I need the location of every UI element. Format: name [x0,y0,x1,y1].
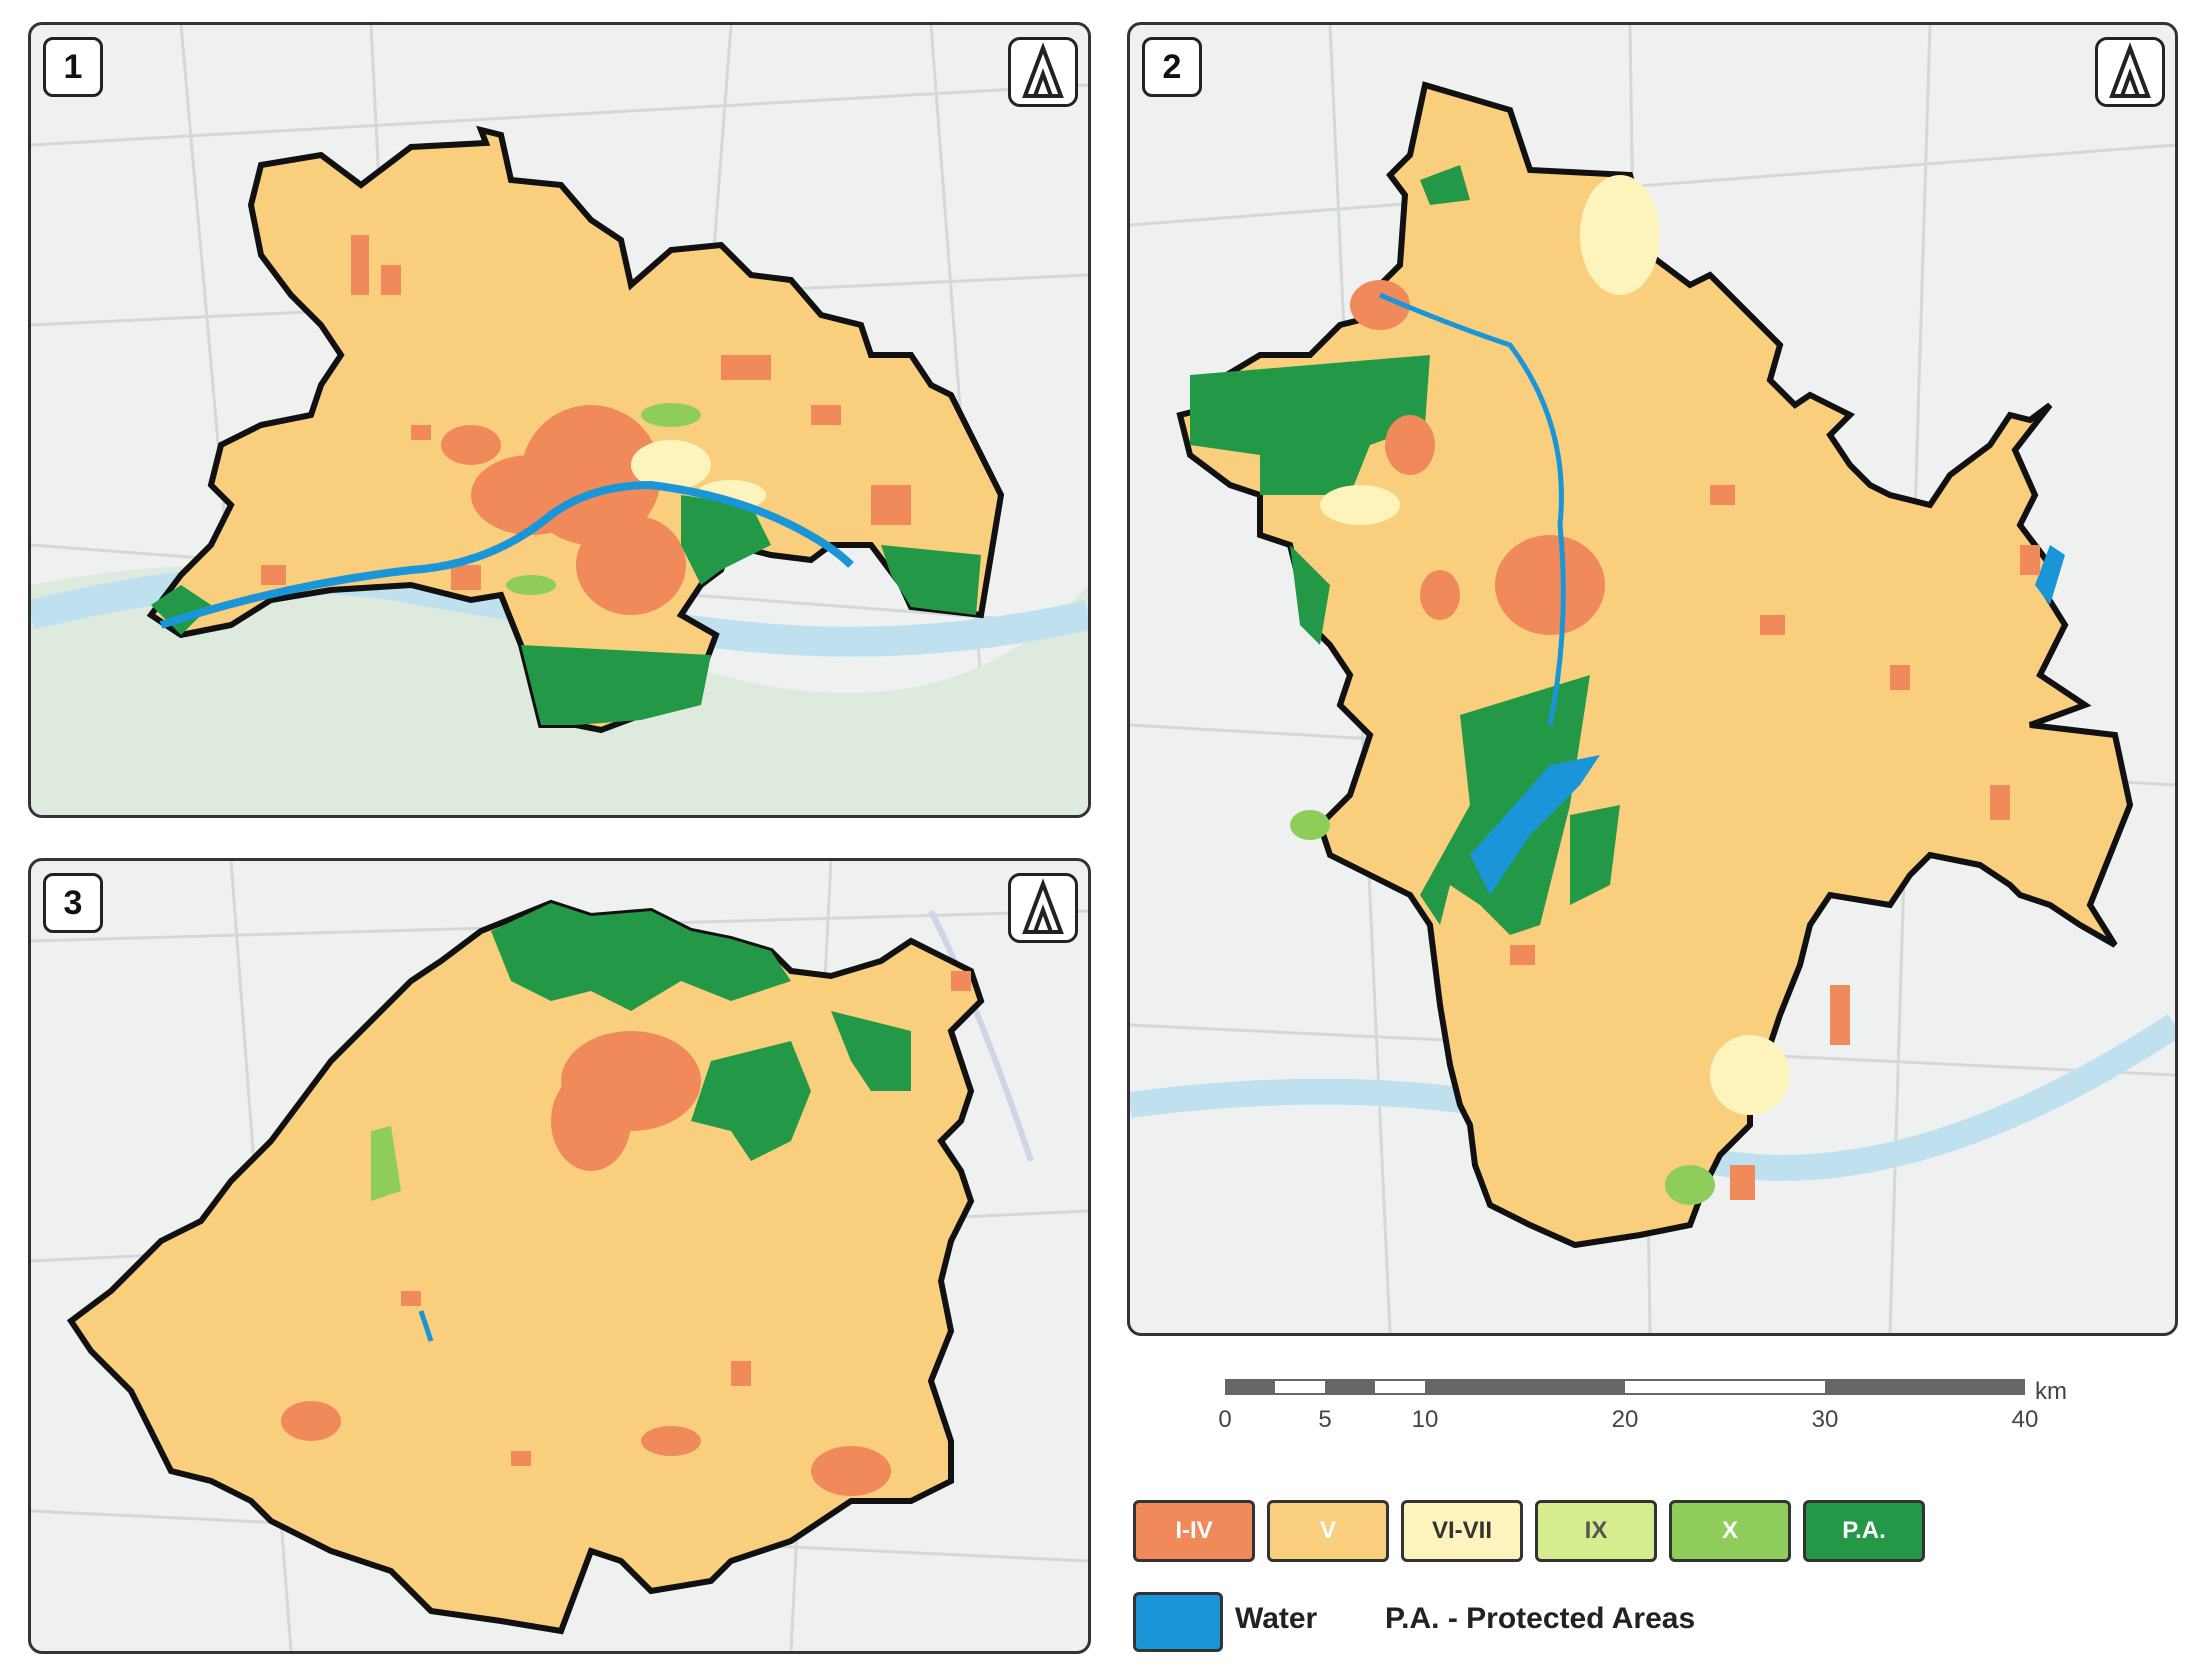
panel-number-badge: 3 [43,873,103,933]
scale-tick-20: 20 [1611,1406,1639,1433]
legend-class-i-iv: I-IV [1133,1500,1255,1562]
north-arrow-icon [2095,37,2165,107]
legend-class-v: V [1267,1500,1389,1562]
legend-water-swatch [1133,1592,1223,1652]
river-channel [159,480,854,629]
map-3-canvas [31,861,1088,1651]
scale-bar: 0 5 10 20 30 40 km [1218,1378,2067,1458]
legend-class-vi-vii: VI-VII [1401,1500,1523,1562]
scale-bar-graphic [1225,1379,2025,1395]
legend-class-pa: P.A. [1803,1500,1925,1562]
scale-tick-10: 10 [1411,1406,1439,1433]
municipality-boundary-3 [66,899,985,1635]
scale-tick-5: 5 [1318,1406,1332,1433]
legend-water-label: Water [1235,1602,1318,1635]
scale-tick-30: 30 [1811,1406,1839,1433]
pond [418,1310,434,1342]
map-panel-1: 1 [28,22,1091,818]
scale-tick-0: 0 [1218,1406,1232,1433]
panel-number-badge: 1 [43,37,103,97]
legend-class-x: X [1669,1500,1791,1562]
scale-tick-40: 40 [2011,1406,2039,1433]
north-arrow-icon [1008,873,1078,943]
scale-unit-label: km [2035,1378,2067,1405]
panel-number-badge: 2 [1142,37,1202,97]
map-1-canvas [31,25,1088,815]
legend-pa-note: P.A. - Protected Areas [1385,1602,1696,1635]
border-line [928,909,1034,1162]
map-panel-3: 3 [28,858,1091,1654]
river-channel [1379,292,1566,726]
map-panel-2: 2 [1127,22,2178,1336]
north-arrow-icon [1008,37,1078,107]
legend-class-ix: IX [1535,1500,1657,1562]
map-2-canvas [1130,25,2175,1333]
